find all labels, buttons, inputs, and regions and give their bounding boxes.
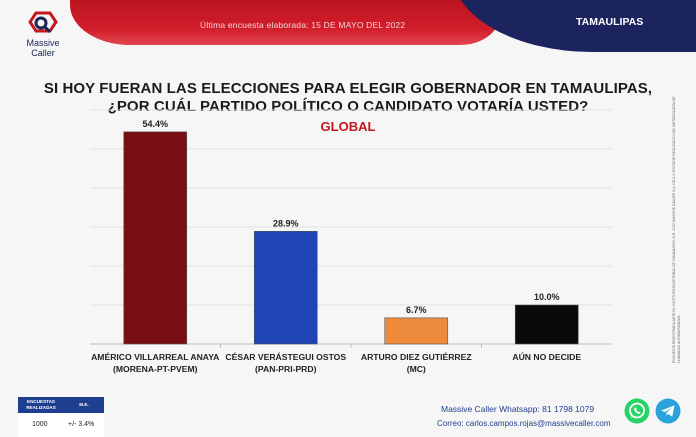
category-label: (PAN-PRI-PRD) bbox=[255, 364, 317, 374]
bar-value-label: 28.9% bbox=[273, 218, 299, 228]
chart-title: SI HOY FUERAN LAS ELECCIONES PARA ELEGIR… bbox=[40, 80, 656, 116]
survey-date: Última encuesta elaborada: 15 DE MAYO DE… bbox=[200, 20, 406, 30]
bar bbox=[253, 230, 318, 345]
header-red-ribbon bbox=[70, 0, 500, 45]
category-label: AÚN NO DECIDE bbox=[512, 351, 581, 362]
side-legal-note: ENCUESTA REGISTRADA ANTE EL INSTITUTO EL… bbox=[666, 95, 692, 365]
whatsapp-icon[interactable] bbox=[624, 398, 650, 424]
category-label: ARTURO DIEZ GUTIÉRREZ bbox=[361, 352, 472, 362]
stats-body: 1000 +/- 3.4% bbox=[18, 413, 104, 437]
category-label: (MORENA-PT-PVEM) bbox=[113, 364, 198, 374]
category-label: (MC) bbox=[407, 364, 426, 374]
telegram-icon[interactable] bbox=[655, 398, 681, 424]
state-label: TAMAULIPAS bbox=[576, 16, 644, 28]
stats-margin-value: +/- 3.4% bbox=[68, 421, 95, 428]
logo-text-line2: Caller bbox=[31, 48, 55, 58]
category-label: AMÉRICO VILLARREAL ANAYA bbox=[91, 352, 219, 362]
logo-mark-icon bbox=[28, 11, 58, 34]
category-label: CÉSAR VERÁSTEGUI OSTOS bbox=[225, 352, 346, 362]
bar bbox=[514, 304, 579, 345]
chart-subtitle: GLOBAL bbox=[320, 119, 376, 134]
bar bbox=[384, 317, 449, 345]
chart-title-line2: ¿POR CUÁL PARTIDO POLÍTICO O CANDIDATO V… bbox=[107, 98, 589, 115]
bar-value-label: 6.7% bbox=[406, 305, 427, 315]
logo-text-line1: Massive bbox=[26, 38, 60, 48]
side-legal-text: ENCUESTA REGISTRADA ANTE EL INSTITUTO EL… bbox=[672, 96, 681, 363]
stats-header: ENCUESTAS REALIZADAS M.E. bbox=[18, 397, 104, 413]
bar bbox=[123, 131, 188, 345]
massive-caller-logo: Massive Caller bbox=[18, 10, 68, 62]
bar-value-label: 54.4% bbox=[142, 119, 168, 129]
chart-title-line1: SI HOY FUERAN LAS ELECCIONES PARA ELEGIR… bbox=[43, 80, 653, 97]
survey-stats-table: ENCUESTAS REALIZADAS M.E. 1000 +/- 3.4% bbox=[18, 397, 104, 437]
stats-header-margin: M.E. bbox=[79, 402, 89, 407]
whatsapp-contact: Massive Caller Whatsapp: 81 1798 1079 bbox=[441, 404, 595, 414]
stats-surveys-value: 1000 bbox=[32, 421, 48, 428]
stats-header-surveys: ENCUESTAS REALIZADAS bbox=[26, 399, 56, 410]
email-contact: Correo: carlos.campos.rojas@massivecalle… bbox=[437, 419, 611, 428]
bar-value-label: 10.0% bbox=[534, 292, 560, 302]
